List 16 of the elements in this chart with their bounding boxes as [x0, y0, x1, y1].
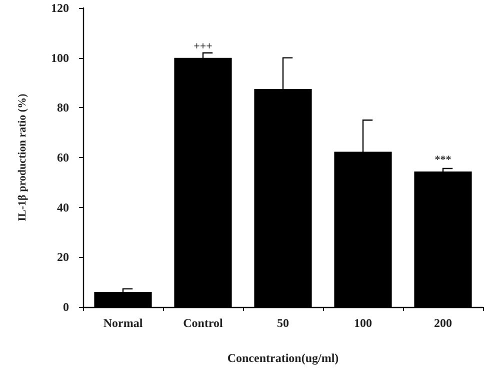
y-tick-label: 120: [51, 1, 69, 15]
y-tick-label: 100: [51, 50, 69, 65]
x-axis-title: Concentration(ug/ml): [227, 351, 339, 365]
x-tick-label: 50: [277, 316, 289, 330]
x-tick-label: 200: [434, 316, 452, 330]
annotation: ***: [434, 154, 452, 166]
x-tick-label: 100: [354, 316, 372, 330]
y-tick-label: 80: [57, 100, 69, 115]
x-tick-label: Control: [183, 316, 224, 330]
annotation: +++: [194, 40, 212, 52]
y-tick-label: 40: [57, 200, 69, 214]
y-tick-label: 60: [57, 150, 69, 164]
y-axis-title: IL-1β production ratio (%): [16, 93, 28, 222]
y-tick-label: 20: [57, 250, 69, 264]
y-tick-label: 0: [63, 300, 69, 314]
x-tick-label: Normal: [103, 316, 144, 330]
